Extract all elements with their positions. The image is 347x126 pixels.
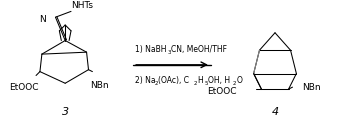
- Text: 3: 3: [167, 50, 171, 55]
- Text: 2: 2: [154, 81, 158, 86]
- Text: O: O: [236, 76, 242, 85]
- Text: 2: 2: [232, 81, 236, 86]
- Text: 2) Na: 2) Na: [135, 76, 156, 85]
- Text: 2: 2: [193, 81, 197, 86]
- Text: H: H: [197, 76, 203, 85]
- Text: NHTs: NHTs: [71, 1, 93, 10]
- Text: 5: 5: [204, 81, 208, 86]
- Text: N: N: [39, 15, 46, 24]
- Text: OH, H: OH, H: [208, 76, 230, 85]
- Text: (OAc), C: (OAc), C: [159, 76, 189, 85]
- Text: EtOOC: EtOOC: [9, 83, 39, 92]
- Text: NBn: NBn: [91, 81, 109, 90]
- Text: NBn: NBn: [302, 83, 321, 92]
- Text: 1) NaBH: 1) NaBH: [135, 45, 167, 54]
- Text: 4: 4: [271, 107, 279, 117]
- Text: 3: 3: [62, 107, 69, 117]
- Text: EtOOC: EtOOC: [207, 87, 237, 96]
- Text: CN, MeOH/THF: CN, MeOH/THF: [171, 45, 227, 54]
